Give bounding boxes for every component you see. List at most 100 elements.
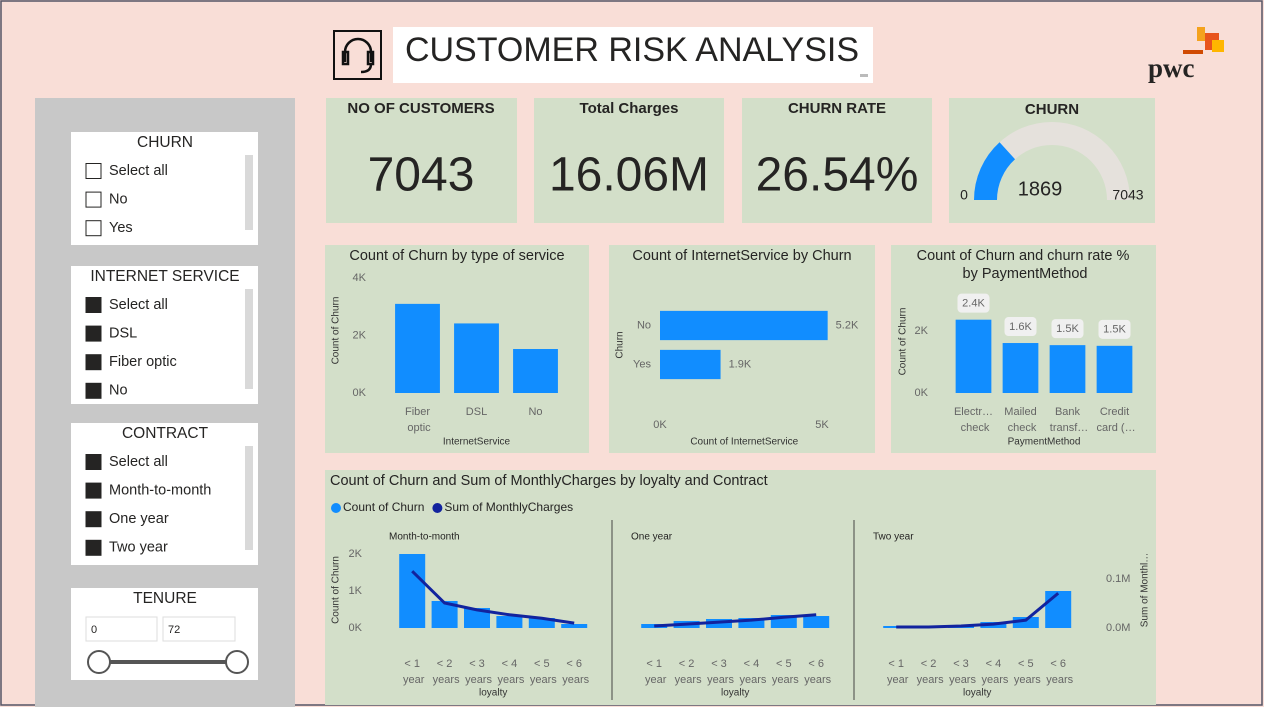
kpi-value: 26.54% xyxy=(756,149,919,202)
x-tick-label: < 2 years xyxy=(430,658,460,686)
checkbox[interactable] xyxy=(85,325,102,342)
slicer-scrollbar xyxy=(245,446,253,550)
bar xyxy=(496,616,523,628)
slicer-title: CHURN xyxy=(137,134,193,151)
x-tick-label: Mailed check xyxy=(1004,406,1037,434)
checkbox[interactable] xyxy=(85,539,102,556)
y2-tick-label: 0.1M xyxy=(1106,573,1130,585)
x-tick-label: < 3 years xyxy=(946,658,976,686)
y-axis-title: Churn xyxy=(615,331,626,358)
x-tick-label: < 4 years xyxy=(978,658,1008,686)
legend-marker xyxy=(331,503,341,513)
slicer-item: Two year xyxy=(109,540,168,556)
range-max: 72 xyxy=(168,624,180,636)
slicer-item: One year xyxy=(109,511,169,527)
data-label-box xyxy=(1051,319,1084,339)
title-box-mark xyxy=(860,74,868,77)
gauge-max: 7043 xyxy=(1112,187,1143,203)
line xyxy=(654,613,817,628)
range-handle[interactable] xyxy=(87,650,111,674)
y-tick-label: 2K xyxy=(915,325,929,337)
slicer-box xyxy=(71,423,258,565)
checkbox[interactable] xyxy=(85,163,102,179)
slicer-item: Select all xyxy=(109,297,168,313)
checkbox[interactable] xyxy=(85,482,102,499)
x-tick-label: 5K xyxy=(815,419,829,431)
checkbox[interactable] xyxy=(85,511,102,528)
slicer-item: DSL xyxy=(109,325,137,341)
slicer-box xyxy=(71,132,258,245)
logo-block xyxy=(1212,40,1224,52)
y-axis-title: Count of Churn xyxy=(331,556,342,624)
x-tick-label: < 2 years xyxy=(914,658,944,686)
checkbox[interactable] xyxy=(85,354,102,371)
logo-block xyxy=(1197,27,1205,41)
bar xyxy=(561,624,588,628)
panel-title: Month-to-month xyxy=(389,532,460,543)
x-tick-label: < 1 year xyxy=(642,658,667,686)
range-input[interactable] xyxy=(162,616,236,642)
checkbox[interactable] xyxy=(85,297,102,313)
legend-label: Count of Churn xyxy=(343,500,424,514)
bar xyxy=(454,323,499,393)
title-box xyxy=(393,27,873,83)
bar xyxy=(803,616,830,628)
checkbox[interactable] xyxy=(85,382,102,399)
headset-icon-frame xyxy=(333,30,382,80)
x-axis-title: loyalty xyxy=(963,688,991,699)
data-label: 2.4K xyxy=(962,298,985,310)
y-tick-label: 1K xyxy=(349,585,363,597)
kpi-value: 7043 xyxy=(368,149,475,202)
y-axis-title: Count of Churn xyxy=(898,308,909,376)
y-tick-label: 0K xyxy=(353,387,367,399)
data-label: 5.2K xyxy=(836,319,859,331)
slicer-box xyxy=(71,266,258,404)
x-tick-label: Credit card (… xyxy=(1093,406,1135,434)
bar xyxy=(1012,617,1039,628)
data-label-box xyxy=(1004,317,1037,337)
x-tick-label: Bank transf… xyxy=(1047,406,1089,434)
y-tick-label: Yes xyxy=(633,358,651,370)
dashboard-title: CUSTOMER RISK ANALYSIS xyxy=(405,31,859,69)
checkbox[interactable] xyxy=(85,220,102,237)
bar xyxy=(1096,345,1133,393)
slicer-item: No xyxy=(109,191,128,207)
x-tick-label: DSL xyxy=(466,406,487,418)
data-label: 1.6K xyxy=(1009,321,1032,333)
checkbox[interactable] xyxy=(85,191,102,208)
bar xyxy=(1002,343,1039,393)
y2-axis-title: Sum of Monthl… xyxy=(1140,553,1151,627)
bar xyxy=(660,349,721,380)
slicer-item: Select all xyxy=(109,454,168,470)
x-tick-label: Electr… check xyxy=(954,406,993,434)
data-label: 1.5K xyxy=(1103,324,1126,336)
x-tick-label: < 2 years xyxy=(672,658,702,686)
logo-text: pwc xyxy=(1148,53,1195,83)
x-tick-label: No xyxy=(528,406,542,418)
range-input[interactable] xyxy=(85,616,158,642)
x-tick-label: < 3 years xyxy=(462,658,492,686)
x-tick-label: < 6 years xyxy=(1043,658,1073,686)
y-tick-label: 0K xyxy=(915,387,929,399)
line xyxy=(896,592,1060,629)
bar xyxy=(395,303,440,393)
y-axis-title: Count of Churn xyxy=(331,297,342,365)
range-min: 0 xyxy=(91,624,97,636)
range-handle[interactable] xyxy=(225,650,249,674)
slicer-title: TENURE xyxy=(133,590,197,607)
slicer-scrollbar xyxy=(245,289,253,389)
slicer-item: No xyxy=(109,383,128,399)
bar xyxy=(1045,591,1072,628)
line xyxy=(411,570,575,625)
x-tick-label: < 1 year xyxy=(884,658,909,686)
chart-title: Count of Churn and Sum of MonthlyCharges… xyxy=(330,473,768,489)
slicer-title: CONTRACT xyxy=(122,425,209,442)
checkbox[interactable] xyxy=(85,454,102,470)
slicer-item: Yes xyxy=(109,220,133,236)
legend-label: Sum of MonthlyCharges xyxy=(444,500,573,514)
bar xyxy=(513,349,558,393)
gauge-track xyxy=(974,122,1130,200)
kpi-card xyxy=(534,98,724,223)
gauge-min: 0 xyxy=(960,187,968,203)
